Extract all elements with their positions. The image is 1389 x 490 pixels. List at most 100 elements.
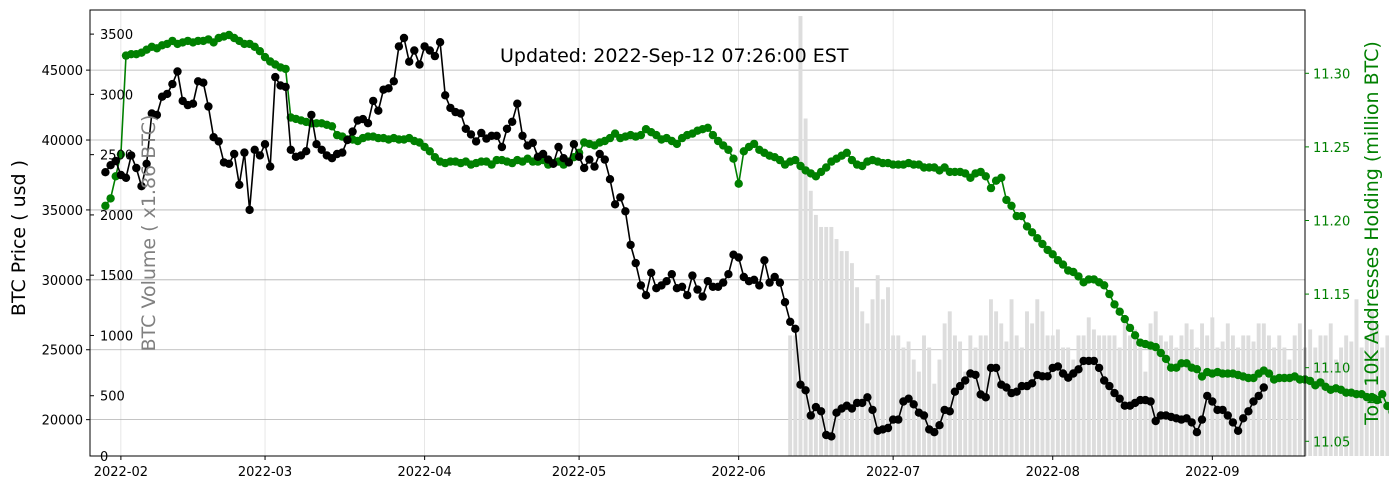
volume-bar [886, 287, 890, 456]
holding-point [1105, 289, 1114, 299]
volume-bar [1050, 335, 1055, 456]
price-point [1151, 416, 1160, 426]
volume-bar [1174, 347, 1179, 456]
price-point [569, 140, 579, 149]
volume-bar [1225, 323, 1230, 456]
volume-bar [1215, 347, 1220, 456]
price-point [477, 128, 486, 138]
volume-bar [1375, 323, 1380, 456]
price-point [749, 275, 759, 284]
price-point [461, 124, 470, 133]
price-point [791, 324, 800, 333]
price-point [199, 78, 208, 87]
price-point [430, 51, 440, 61]
volume-bar [1287, 359, 1292, 456]
volume-bar [1045, 335, 1050, 456]
y-right-tick-label: 11.25 [1313, 141, 1350, 156]
price-point [466, 130, 476, 139]
price-point [636, 281, 646, 290]
volume-bar [1282, 347, 1287, 456]
holding-point [425, 147, 434, 156]
price-point [441, 91, 450, 100]
holding-point [703, 123, 712, 132]
holding-point [1383, 401, 1389, 411]
volume-bar [1292, 335, 1297, 456]
holding-point [1027, 228, 1037, 237]
price-point [600, 155, 609, 164]
volume-bar [860, 311, 865, 456]
price-point [132, 163, 141, 173]
volume-bar [1246, 335, 1251, 456]
price-point [1089, 356, 1099, 366]
volume-bar [1019, 347, 1024, 456]
holding-point [724, 145, 733, 154]
price-point [1146, 397, 1155, 406]
holding-point [1120, 314, 1130, 324]
price-point [621, 207, 630, 216]
price-point [1197, 415, 1207, 424]
volume-bar [1061, 347, 1065, 456]
volume-bar [1133, 329, 1138, 456]
price-point [816, 407, 826, 416]
volume-bar [1194, 347, 1199, 456]
x-tick-label: 2022-07 [866, 465, 920, 480]
volume-bar [988, 299, 993, 456]
price-point [760, 256, 769, 265]
price-point [1259, 383, 1269, 392]
x-tick-label: 2022-05 [552, 465, 606, 480]
price-point [724, 270, 733, 279]
price-point [528, 138, 537, 147]
price-point [163, 89, 172, 99]
price-point [410, 46, 419, 55]
holding-point [672, 139, 682, 149]
price-point [590, 162, 599, 171]
price-point [1115, 394, 1124, 403]
volume-bar [958, 341, 963, 456]
price-point [307, 110, 316, 120]
price-point [806, 411, 815, 420]
y-volume-tick-label: 1000 [100, 329, 133, 344]
y-left-tick-label: 25000 [42, 344, 83, 359]
volume-bar [1369, 311, 1374, 456]
y-axis-label-volume: BTC Volume ( x1.86 BTC) [138, 115, 160, 352]
holding-point [1048, 250, 1057, 259]
price-point [981, 393, 990, 402]
volume-bar [999, 323, 1004, 456]
price-point [389, 77, 398, 86]
price-point [909, 400, 918, 409]
volume-bar [891, 335, 896, 456]
y-left-tick-label: 45000 [42, 64, 83, 79]
price-point [111, 156, 120, 166]
volume-bar [844, 251, 849, 456]
y-left-tick-label: 40000 [42, 134, 83, 149]
x-tick-label: 2022-08 [1026, 465, 1080, 480]
volume-bar [1318, 335, 1323, 456]
price-point [580, 163, 589, 173]
price-point [260, 140, 270, 149]
price-point [456, 109, 465, 118]
price-point [786, 317, 795, 326]
volume-bar [1323, 335, 1328, 456]
price-point [204, 102, 213, 111]
price-point [693, 285, 702, 294]
price-point [683, 291, 692, 300]
price-point [631, 258, 640, 268]
volume-bar [1004, 341, 1009, 456]
volume-bar [947, 311, 952, 456]
volume-bar [1359, 347, 1364, 456]
holding-point [1372, 395, 1382, 405]
volume-bar [1128, 335, 1132, 456]
volume-bar [1380, 347, 1385, 456]
volume-bar [1071, 359, 1076, 456]
volume-bar [1143, 371, 1148, 456]
price-point [688, 271, 697, 280]
holding-point [708, 130, 718, 140]
y-right-tick-label: 11.15 [1313, 288, 1350, 303]
x-tick-label: 2022-06 [712, 465, 766, 480]
y-volume-tick-label: 3500 [100, 28, 133, 43]
price-point [667, 270, 676, 279]
price-point [955, 381, 965, 391]
holding-point [749, 139, 759, 149]
volume-bars [788, 16, 1389, 457]
price-point [904, 394, 913, 403]
